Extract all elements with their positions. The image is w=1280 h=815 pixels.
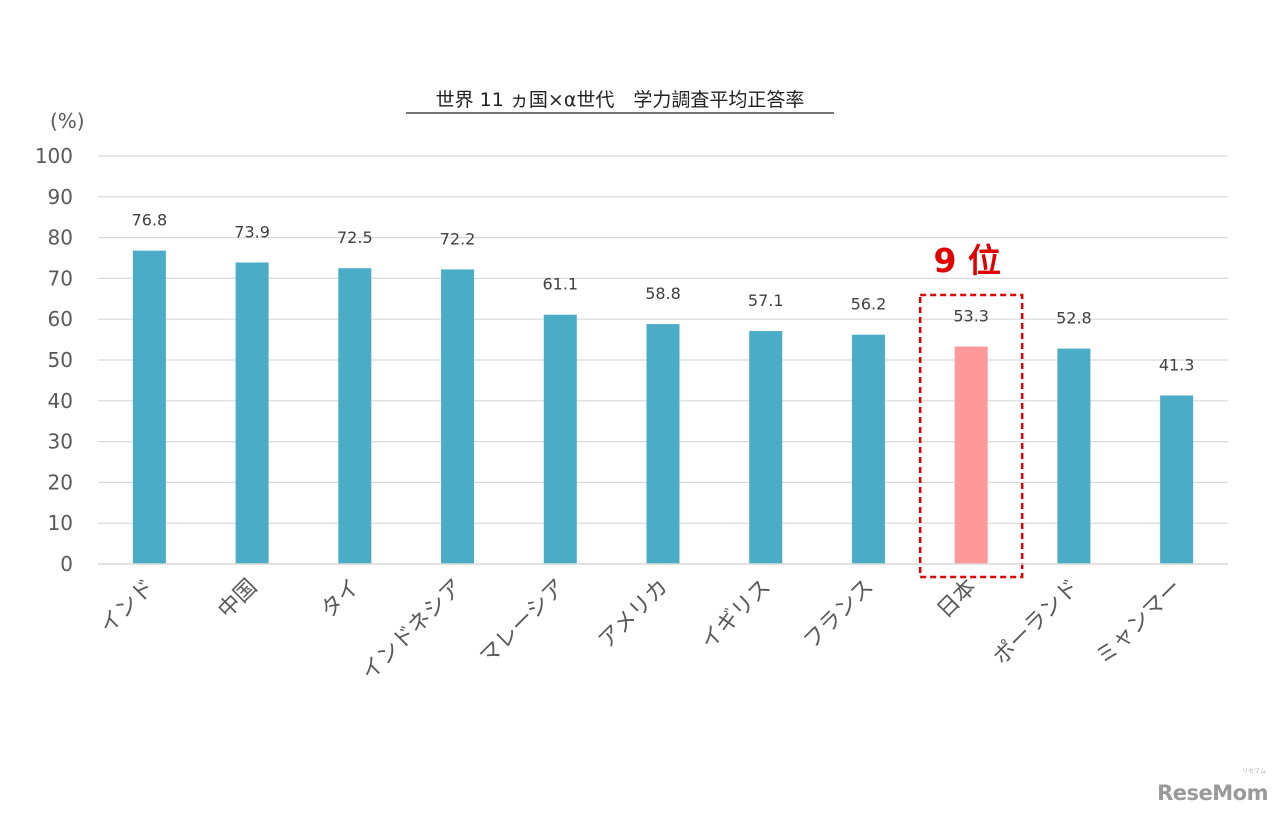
y-tick-label: 20 xyxy=(48,470,73,494)
watermark-sub: リセマム xyxy=(1241,768,1266,775)
bar xyxy=(235,262,269,564)
y-tick-label: 30 xyxy=(48,430,73,454)
bar xyxy=(646,324,680,564)
x-tick-label: インドネシア xyxy=(357,575,468,686)
data-label: 57.1 xyxy=(748,291,784,310)
bar xyxy=(1057,348,1091,564)
y-tick-label: 90 xyxy=(48,185,73,209)
y-tick-label: 80 xyxy=(48,226,73,250)
data-label: 72.2 xyxy=(440,229,476,248)
data-label: 61.1 xyxy=(542,275,578,294)
y-tick-label: 70 xyxy=(48,266,73,290)
x-tick-label: タイ xyxy=(316,575,365,624)
bar xyxy=(1160,395,1194,564)
y-tick-label: 60 xyxy=(48,307,73,331)
x-tick-label: イギリス xyxy=(696,575,776,655)
x-tick-label: 日本 xyxy=(933,575,982,624)
bar xyxy=(954,346,988,564)
data-label: 52.8 xyxy=(1056,309,1092,328)
x-tick-label: フランス xyxy=(799,575,879,655)
data-label: 53.3 xyxy=(953,307,989,326)
data-label: 76.8 xyxy=(132,211,168,230)
y-tick-label: 0 xyxy=(60,552,73,576)
rank-annotation: 9 位 xyxy=(933,241,1000,280)
data-label: 56.2 xyxy=(851,295,887,314)
bar xyxy=(543,314,577,564)
bar xyxy=(851,334,885,564)
data-label: 72.5 xyxy=(337,228,373,247)
y-tick-label: 40 xyxy=(48,389,73,413)
chart-title: 世界 11 ヵ国×α世代 学力調査平均正答率 xyxy=(436,89,805,111)
bar xyxy=(749,331,783,564)
data-label: 58.8 xyxy=(645,284,681,303)
resemom-logo: ReseMom xyxy=(1157,781,1268,805)
bar xyxy=(441,269,475,564)
y-tick-label: 100 xyxy=(35,144,73,168)
x-tick-label: マレーシア xyxy=(475,575,570,670)
y-tick-label: 50 xyxy=(48,348,73,372)
x-tick-label: アメリカ xyxy=(594,575,673,654)
x-tick-label: ミャンマー xyxy=(1091,575,1186,670)
bar xyxy=(132,250,166,564)
y-axis-label: (%) xyxy=(50,109,85,133)
x-tick-label: インド xyxy=(95,575,159,639)
highlight-box xyxy=(918,293,1024,579)
x-tick-label: ポーランド xyxy=(989,575,1084,670)
data-label: 41.3 xyxy=(1159,355,1195,374)
data-label: 73.9 xyxy=(234,222,270,241)
bar xyxy=(338,268,372,564)
x-tick-label: 中国 xyxy=(214,575,263,624)
y-tick-label: 10 xyxy=(48,511,73,535)
